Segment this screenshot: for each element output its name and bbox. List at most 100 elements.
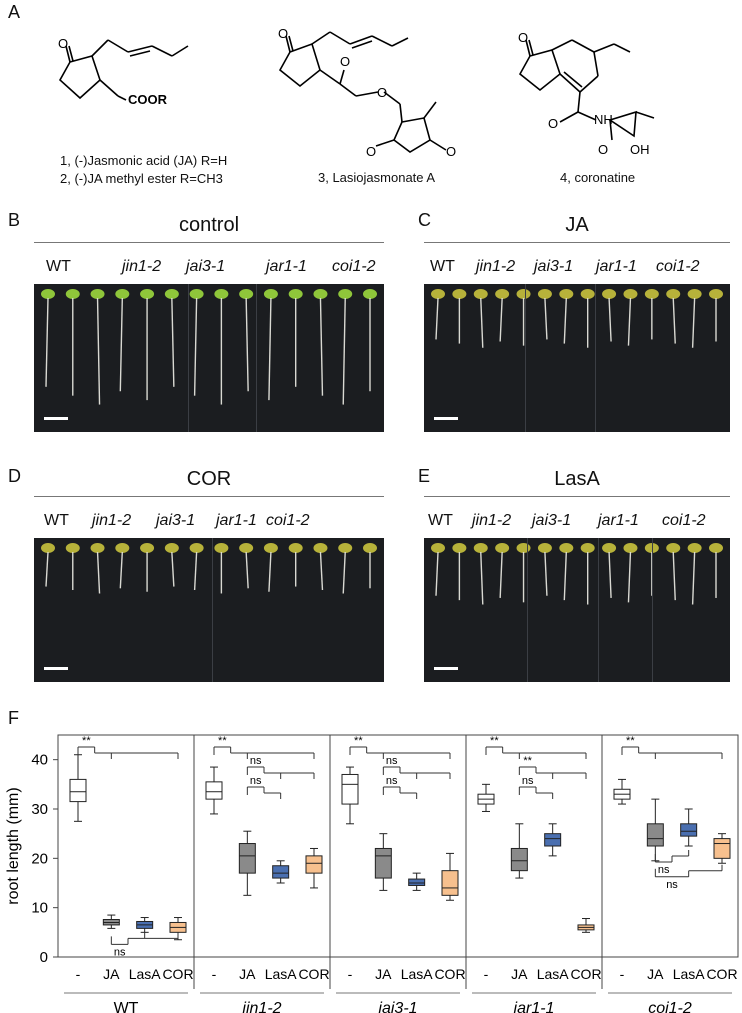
genotype-label: jar1-1 bbox=[266, 258, 307, 275]
cotyledon bbox=[709, 289, 723, 299]
atom-o-3b: O bbox=[340, 54, 350, 69]
root bbox=[342, 297, 346, 405]
cotyledon bbox=[623, 543, 638, 553]
nh-label: NH bbox=[594, 112, 613, 127]
atom-o-3a: O bbox=[278, 26, 288, 41]
seedling-photo bbox=[34, 284, 384, 432]
root bbox=[268, 297, 272, 401]
cotyledon bbox=[602, 543, 617, 553]
cotyledon bbox=[140, 289, 155, 299]
genotype-label: jai3-1 bbox=[534, 258, 574, 275]
cotyledon bbox=[559, 543, 574, 553]
cotyledon bbox=[115, 543, 130, 553]
x-tick-label: COR bbox=[298, 966, 329, 982]
genotype-label: jar1-1 bbox=[596, 258, 637, 275]
cotyledon bbox=[559, 289, 574, 299]
photo-divider bbox=[212, 538, 213, 682]
box bbox=[69, 778, 87, 803]
root bbox=[96, 551, 101, 594]
cotyledon bbox=[687, 289, 702, 299]
sig-label: ** bbox=[626, 735, 635, 747]
root bbox=[193, 297, 198, 396]
x-tick-label: JA bbox=[103, 966, 120, 982]
cotyledon bbox=[687, 543, 702, 553]
root bbox=[342, 551, 346, 594]
seedling-photo bbox=[424, 538, 730, 682]
root bbox=[119, 551, 124, 589]
root bbox=[45, 297, 49, 387]
cotyledon bbox=[338, 289, 353, 299]
title-underline bbox=[34, 242, 384, 243]
genotype-label: jai3-1 bbox=[186, 258, 226, 275]
root bbox=[544, 551, 548, 596]
scale-bar bbox=[434, 417, 458, 420]
cotyledon bbox=[214, 543, 229, 553]
seedlings-drawing bbox=[431, 543, 723, 605]
box bbox=[408, 878, 426, 886]
atom-o-3d: O bbox=[366, 144, 376, 159]
x-tick-label: COR bbox=[434, 966, 465, 982]
x-tick-label: LasA bbox=[265, 966, 298, 982]
scale-bar bbox=[44, 417, 68, 420]
sig-label: ** bbox=[490, 735, 499, 747]
cotyledon bbox=[140, 543, 155, 553]
root bbox=[45, 551, 49, 587]
sig-label: ** bbox=[523, 755, 532, 767]
sig-label: ** bbox=[218, 735, 227, 747]
group-label: jin1-2 bbox=[240, 1000, 281, 1013]
genotype-label: jin1-2 bbox=[476, 258, 516, 275]
scale-bar bbox=[434, 667, 458, 670]
box bbox=[646, 823, 664, 847]
genotype-label: WT bbox=[428, 512, 453, 529]
cotyledon bbox=[313, 289, 328, 299]
x-tick-label: - bbox=[76, 966, 81, 982]
genotype-label: jin1-2 bbox=[472, 512, 512, 529]
sig-label: ** bbox=[82, 735, 91, 747]
cotyledon bbox=[338, 543, 353, 553]
y-tick-label: 0 bbox=[40, 949, 48, 966]
sig-label: ns bbox=[522, 775, 534, 787]
genotype-label: WT bbox=[44, 512, 69, 529]
root bbox=[193, 551, 198, 591]
root bbox=[608, 551, 612, 598]
cotyledon bbox=[90, 543, 105, 553]
coor-label: COOR bbox=[128, 92, 168, 107]
cotyledon bbox=[473, 289, 488, 299]
cotyledon bbox=[495, 289, 510, 299]
root bbox=[499, 297, 503, 342]
photo-divider bbox=[595, 284, 596, 432]
x-tick-label: - bbox=[620, 966, 625, 982]
genotype-label: WT bbox=[430, 258, 455, 275]
genotype-label: coi1-2 bbox=[656, 258, 700, 275]
root bbox=[480, 551, 484, 605]
x-tick-label: JA bbox=[239, 966, 256, 982]
x-tick-label: LasA bbox=[673, 966, 706, 982]
root bbox=[691, 297, 696, 348]
box bbox=[680, 823, 698, 837]
root bbox=[171, 551, 175, 587]
x-tick-label: JA bbox=[647, 966, 664, 982]
y-axis-label: root length (mm) bbox=[5, 787, 22, 904]
photo-panel-title: COR bbox=[186, 468, 232, 490]
cotyledon bbox=[431, 543, 445, 553]
cotyledon bbox=[263, 289, 278, 299]
root bbox=[672, 297, 676, 344]
seedlings-drawing bbox=[41, 543, 377, 594]
scale-bar bbox=[44, 667, 68, 670]
cotyledon bbox=[623, 289, 638, 299]
atom-o-3c: O bbox=[377, 85, 387, 100]
y-tick-label: 30 bbox=[31, 801, 48, 818]
atom-o-4a: O bbox=[518, 30, 528, 45]
root bbox=[435, 551, 439, 596]
cotyledon bbox=[189, 289, 204, 299]
panel-letter-a: A bbox=[8, 2, 21, 22]
photo-panel-title: JA bbox=[565, 214, 589, 236]
x-tick-label: COR bbox=[162, 966, 193, 982]
box bbox=[272, 865, 290, 879]
atom-o-1: O bbox=[58, 36, 68, 51]
cotyledon bbox=[516, 289, 531, 299]
cotyledon bbox=[214, 289, 229, 299]
cotyledon bbox=[263, 543, 278, 553]
cotyledon bbox=[363, 543, 377, 553]
cotyledon bbox=[666, 543, 681, 553]
